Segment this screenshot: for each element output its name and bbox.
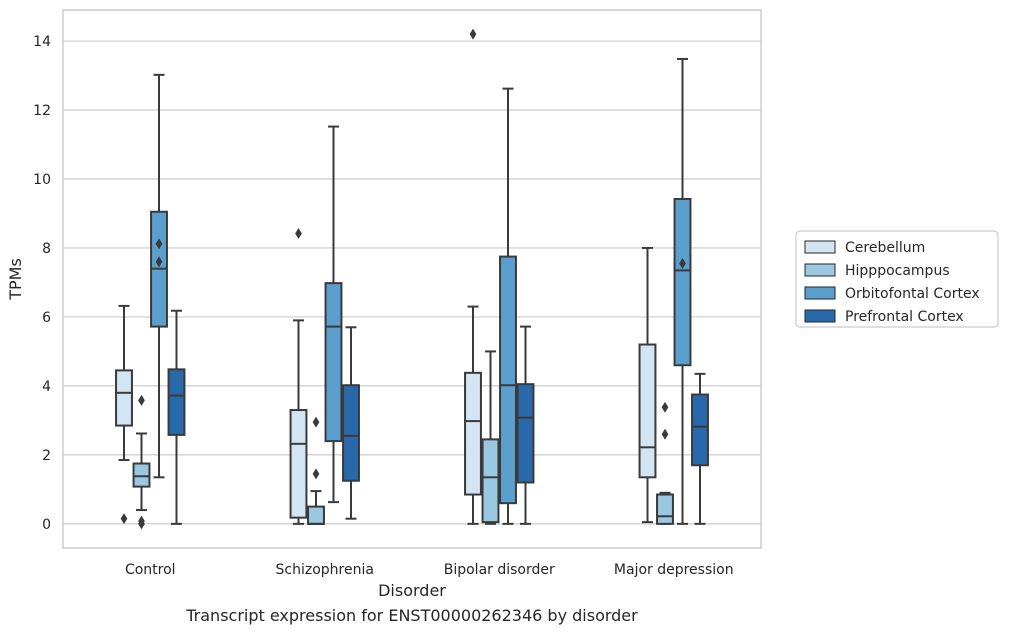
y-tick-labels: 0 2 4 6 8 10 12 14 <box>33 34 51 533</box>
box-orbitofontal-cortex-1 <box>324 125 343 504</box>
box-orbitofontal-cortex-2 <box>499 87 517 525</box>
box-body <box>342 384 360 482</box>
box-body <box>167 368 186 436</box>
y-tick-label: 4 <box>42 379 51 395</box>
box-body <box>673 197 692 367</box>
legend-item: Orbitofontal Cortex <box>804 286 980 302</box>
box-body <box>691 393 709 467</box>
box-cerebellum-1 <box>289 228 308 525</box>
legend: Cerebellum Hipppocampus Orbitofontal Corte… <box>795 230 999 328</box>
box-prefrontal-cortex-2 <box>516 325 535 525</box>
box-body <box>464 371 482 496</box>
box-body <box>132 462 151 488</box>
legend-swatch <box>804 286 836 300</box>
legend-swatch <box>804 240 836 254</box>
outlier-point <box>661 401 669 413</box>
box-orbitofontal-cortex-3 <box>673 57 692 525</box>
x-tick-labels: Control Schizophrenia Bipolar disorder Majo… <box>125 562 734 578</box>
box-hipppocampus-3 <box>656 401 674 525</box>
x-tick-label: Major depression <box>614 562 734 578</box>
box-body <box>638 343 657 479</box>
legend-item: Prefrontal Cortex <box>804 309 964 325</box>
outlier-point <box>295 228 302 239</box>
x-tick-label: Bipolar disorder <box>444 562 555 578</box>
legend-item: Hipppocampus <box>804 263 950 279</box>
box-plots <box>115 28 709 530</box>
x-tick-label: Schizophrenia <box>276 562 374 578</box>
y-tick-label: 14 <box>33 34 51 50</box>
y-tick-label: 8 <box>42 241 51 257</box>
box-body <box>656 493 674 525</box>
legend-label: Orbitofontal Cortex <box>845 286 980 302</box>
box-body <box>499 255 517 505</box>
box-hipppocampus-2 <box>481 350 500 525</box>
box-cerebellum-0 <box>115 304 133 525</box>
legend-frame <box>795 230 999 328</box>
box-cerebellum-2 <box>464 28 482 525</box>
box-prefrontal-cortex-1 <box>342 326 360 520</box>
outlier-point <box>138 518 145 530</box>
y-tick-label: 12 <box>33 103 51 119</box>
outlier-point <box>679 258 686 269</box>
outlier-point <box>469 28 477 40</box>
box-prefrontal-cortex-3 <box>691 372 709 525</box>
box-hipppocampus-1 <box>307 416 325 525</box>
legend-label: Cerebellum <box>845 240 925 256</box>
box-body <box>307 505 325 525</box>
y-tick-label: 10 <box>33 172 51 188</box>
y-tick-label: 0 <box>42 517 51 533</box>
outlier-point <box>155 256 163 268</box>
box-body <box>516 383 535 484</box>
legend-swatch <box>804 309 836 323</box>
outlier-point <box>120 513 128 525</box>
outlier-point <box>155 238 163 250</box>
y-tick-label: 6 <box>42 310 51 326</box>
outlier-point <box>312 468 320 480</box>
box-orbitofontal-cortex-0 <box>150 73 168 479</box>
x-tick-label: Control <box>125 562 176 578</box>
box-hipppocampus-0 <box>132 394 151 530</box>
plot-frame <box>62 9 762 549</box>
figure-caption: Transcript expression for ENST0000026234… <box>186 606 638 625</box>
box-body <box>481 438 500 524</box>
box-body <box>289 409 308 519</box>
x-axis-label: Disorder <box>378 581 446 600</box>
box-body <box>115 369 133 427</box>
y-axis-label: TPMs <box>6 258 25 301</box>
outlier-point <box>661 428 669 440</box>
box-prefrontal-cortex-0 <box>167 309 186 525</box>
legend-item: Cerebellum <box>804 240 925 256</box>
box-body <box>324 282 343 443</box>
y-tick-label: 2 <box>42 448 51 464</box>
box-cerebellum-3 <box>638 246 657 524</box>
outlier-point <box>312 416 320 428</box>
legend-label: Hipppocampus <box>845 263 950 279</box>
legend-label: Prefrontal Cortex <box>845 309 964 325</box>
legend-swatch <box>804 263 836 277</box>
outlier-point <box>138 394 145 406</box>
